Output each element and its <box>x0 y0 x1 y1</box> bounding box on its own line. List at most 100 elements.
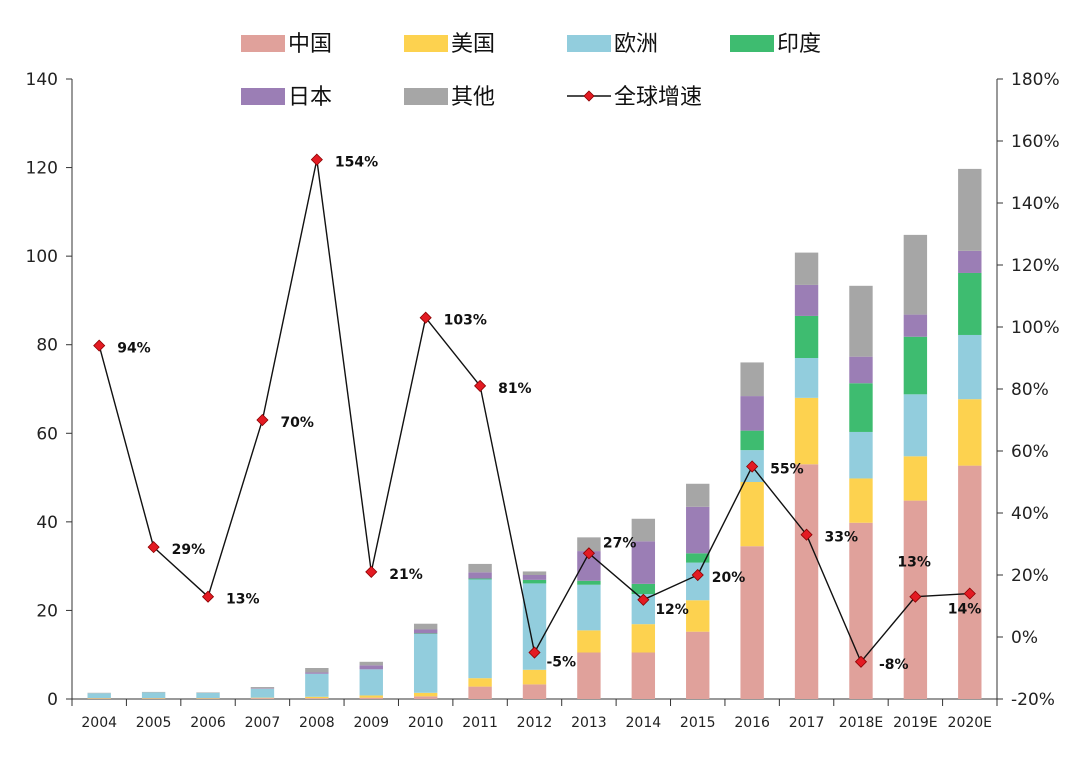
growth-label: 55% <box>770 462 804 478</box>
bar-segment <box>903 314 928 337</box>
bar-segment <box>849 431 873 479</box>
growth-point <box>147 541 160 554</box>
legend-label: 中国 <box>288 32 332 57</box>
y-tick-label-left: 20 <box>36 601 58 621</box>
bar-segment <box>958 250 982 273</box>
bar-segment <box>849 285 873 357</box>
y-tick-label-left: 140 <box>26 70 58 90</box>
legend-swatch <box>241 35 285 52</box>
x-tick-label: 2004 <box>81 715 117 731</box>
bar-segment <box>686 631 710 699</box>
bar-segment <box>849 478 873 523</box>
bar-segment <box>794 284 819 316</box>
growth-point <box>474 379 487 392</box>
bar-segment <box>468 678 492 687</box>
bar-segment <box>413 629 438 634</box>
bar-segment <box>958 272 982 335</box>
bar-segment <box>794 358 819 398</box>
growth-point <box>582 547 595 560</box>
bar-segment <box>141 692 166 699</box>
y-tick-label-right: 100% <box>1011 318 1060 338</box>
y-tick-label-left: 60 <box>36 424 58 444</box>
bar-segment <box>413 633 438 693</box>
x-tick-label: 2013 <box>571 715 607 731</box>
bar-segment <box>577 537 601 552</box>
growth-label: 14% <box>948 602 982 618</box>
bar-segment <box>577 652 601 699</box>
bar-segment <box>577 584 601 631</box>
legend-swatch <box>404 35 448 52</box>
growth-point <box>909 590 922 603</box>
growth-point <box>746 460 759 473</box>
x-tick-label: 2010 <box>408 715 444 731</box>
growth-label: 70% <box>280 415 314 431</box>
bar-segment <box>522 575 547 580</box>
bar-segment <box>740 396 764 431</box>
growth-point <box>256 413 269 427</box>
bar-segment <box>250 698 275 699</box>
bar-segment <box>958 334 982 400</box>
bar-segment <box>577 630 601 653</box>
y-tick-label-right: 120% <box>1011 256 1060 276</box>
y-tick-label-left: 0 <box>47 690 58 710</box>
y-tick-label-left: 40 <box>36 513 58 533</box>
x-tick-label: 2017 <box>789 715 825 731</box>
bar-segment <box>87 693 111 699</box>
growth-label: 12% <box>655 602 689 618</box>
growth-label: 13% <box>897 555 931 571</box>
axes: 0 20 40 60 80 100 120 140 -20% 0% 20% 40% 60% 80% 100%… <box>26 70 1060 731</box>
legend-swatch <box>241 88 285 105</box>
bar-segment <box>305 698 329 699</box>
bar-segment <box>522 583 547 670</box>
growth-point <box>800 528 813 541</box>
y-tick-label-right: 60% <box>1011 442 1049 462</box>
x-tick-label: 2012 <box>517 715 553 731</box>
bar-segment <box>740 362 764 397</box>
growth-label: 154% <box>335 155 378 171</box>
bar-segment <box>522 579 547 584</box>
x-tick-label: 2020E <box>948 715 992 731</box>
bar-segment <box>305 673 329 697</box>
legend-label: 日本 <box>288 85 332 110</box>
bar-segment <box>359 697 383 699</box>
x-tick-label: 2019E <box>893 715 937 731</box>
x-tick-label: 2011 <box>462 715 498 731</box>
bar-segment <box>631 624 656 653</box>
x-tick-label: 2006 <box>190 715 226 731</box>
bar-segment <box>794 397 819 465</box>
bar-segment <box>958 168 982 251</box>
bar-segment <box>631 518 656 542</box>
legend-label: 全球增速 <box>614 85 702 110</box>
bar-segment <box>686 483 710 507</box>
bar-segment <box>740 482 764 547</box>
x-tick-label: 2005 <box>136 715 172 731</box>
bar-segment <box>413 696 438 699</box>
y-tick-label-left: 120 <box>26 159 58 179</box>
bar-segment <box>468 686 492 699</box>
x-tick-label: 2016 <box>734 715 770 731</box>
bars <box>87 168 982 699</box>
bar-segment <box>631 594 656 625</box>
growth-point <box>365 565 378 578</box>
x-tick-label: 2007 <box>245 715 281 731</box>
legend-label: 印度 <box>777 32 821 57</box>
growth-label: 103% <box>444 313 487 329</box>
x-tick-label: 2018E <box>839 715 883 731</box>
growth-label: 21% <box>389 567 423 583</box>
bar-segment <box>468 563 492 573</box>
growth-point <box>201 590 215 603</box>
growth-line: 94% 29% 13% 70% 154% 21% 103% 81% -5% 27% 12% 20% 55… <box>93 153 982 673</box>
bar-segment <box>849 356 873 384</box>
bar-segment <box>305 696 329 699</box>
legend-marker <box>583 90 595 102</box>
y-tick-label-right: -20% <box>1011 690 1055 710</box>
growth-point <box>637 593 650 606</box>
bar-segment <box>849 522 873 699</box>
x-tick-label: 2014 <box>626 715 662 731</box>
bar-segment <box>794 315 819 358</box>
growth-label: 27% <box>603 535 637 551</box>
y-tick-label-right: 180% <box>1011 70 1060 90</box>
bar-segment <box>686 506 710 554</box>
legend-label: 美国 <box>451 32 495 57</box>
